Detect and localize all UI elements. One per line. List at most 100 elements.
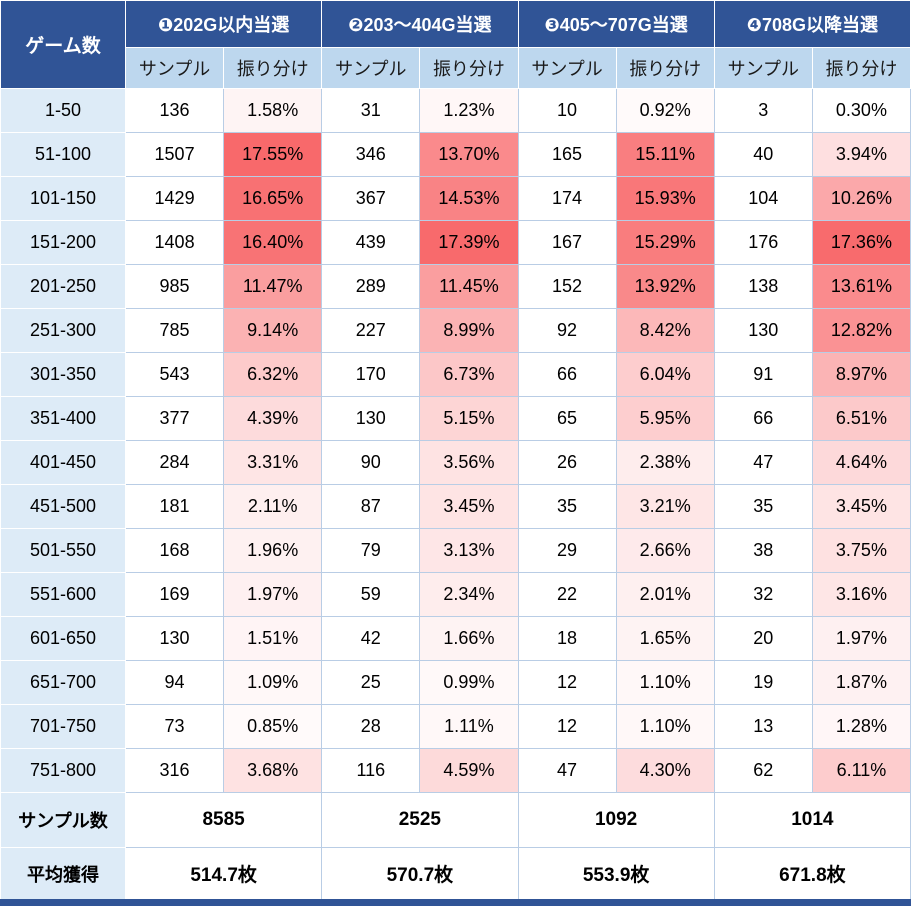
table-row: 251-300 785 9.14% 227 8.99% 92 8.42% 130 12.82%	[0, 308, 911, 353]
dist-cell: 8.99%	[419, 308, 519, 353]
sample-cell: 1507	[124, 132, 225, 177]
row-label: 351-400	[0, 396, 126, 441]
footer-row: 平均獲得 514.7枚 570.7枚 553.9枚 671.8枚	[0, 847, 911, 903]
sample-cell: 116	[321, 748, 421, 793]
dist-cell: 2.11%	[223, 484, 323, 529]
sample-cell: 40	[713, 132, 813, 177]
dist-cell: 1.65%	[615, 616, 715, 661]
sample-cell: 35	[713, 484, 813, 529]
table-row: 451-500 181 2.11% 87 3.45% 35 3.21% 35 3.45%	[0, 484, 911, 529]
sample-cell: 168	[124, 528, 225, 573]
row-label: 551-600	[0, 572, 126, 617]
table-row: 701-750 73 0.85% 28 1.11% 12 1.10% 13 1.28%	[0, 704, 911, 749]
dist-cell: 16.65%	[223, 176, 323, 221]
sample-cell: 227	[321, 308, 421, 353]
dist-cell: 1.11%	[419, 704, 519, 749]
table-row: 751-800 316 3.68% 116 4.59% 47 4.30% 62 6.11%	[0, 748, 911, 793]
sample-cell: 377	[124, 396, 225, 441]
sample-cell: 26	[517, 440, 617, 485]
table-row: 551-600 169 1.97% 59 2.34% 22 2.01% 32 3.16%	[0, 572, 911, 617]
dist-cell: 1.66%	[419, 616, 519, 661]
sample-cell: 25	[321, 660, 421, 705]
dist-cell: 2.01%	[615, 572, 715, 617]
sample-cell: 62	[713, 748, 813, 793]
sample-cell: 130	[713, 308, 813, 353]
footer-value: 671.8枚	[713, 847, 911, 903]
sample-cell: 19	[713, 660, 813, 705]
dist-cell: 0.92%	[615, 88, 715, 133]
sample-cell: 28	[321, 704, 421, 749]
footer-value: 553.9枚	[517, 847, 715, 903]
sample-cell: 10	[517, 88, 617, 133]
dist-cell: 17.39%	[419, 220, 519, 265]
dist-cell: 3.75%	[811, 528, 911, 573]
footer-value: 570.7枚	[321, 847, 519, 903]
footer-label: サンプル数	[0, 792, 126, 848]
dist-header: 振り分け	[615, 47, 715, 89]
sample-cell: 138	[713, 264, 813, 309]
group-header-4: ❹708G以降当選	[713, 0, 911, 48]
dist-cell: 2.66%	[615, 528, 715, 573]
sample-cell: 12	[517, 660, 617, 705]
sample-cell: 79	[321, 528, 421, 573]
dist-cell: 8.97%	[811, 352, 911, 397]
sample-cell: 439	[321, 220, 421, 265]
dist-cell: 4.64%	[811, 440, 911, 485]
footer-value: 8585	[124, 792, 323, 848]
sample-cell: 38	[713, 528, 813, 573]
row-label: 301-350	[0, 352, 126, 397]
table-body: 1-50 136 1.58% 31 1.23% 10 0.92% 3 0.30% 51-100 15…	[0, 88, 911, 793]
dist-cell: 1.97%	[811, 616, 911, 661]
dist-cell: 14.53%	[419, 176, 519, 221]
dist-cell: 17.36%	[811, 220, 911, 265]
dist-cell: 3.13%	[419, 528, 519, 573]
sample-cell: 785	[124, 308, 225, 353]
sample-cell: 65	[517, 396, 617, 441]
sample-cell: 284	[124, 440, 225, 485]
table-row: 601-650 130 1.51% 42 1.66% 18 1.65% 20 1.97%	[0, 616, 911, 661]
sample-cell: 289	[321, 264, 421, 309]
dist-header: 振り分け	[811, 47, 911, 89]
dist-cell: 1.51%	[223, 616, 323, 661]
table-row: 101-150 1429 16.65% 367 14.53% 174 15.93% 104 10…	[0, 176, 911, 221]
row-label: 501-550	[0, 528, 126, 573]
dist-cell: 16.40%	[223, 220, 323, 265]
sample-cell: 22	[517, 572, 617, 617]
sample-cell: 130	[124, 616, 225, 661]
dist-cell: 15.93%	[615, 176, 715, 221]
sample-header: サンプル	[713, 47, 813, 89]
sample-cell: 165	[517, 132, 617, 177]
row-label: 101-150	[0, 176, 126, 221]
row-label: 201-250	[0, 264, 126, 309]
sample-cell: 18	[517, 616, 617, 661]
dist-cell: 4.30%	[615, 748, 715, 793]
dist-cell: 0.99%	[419, 660, 519, 705]
row-label: 601-650	[0, 616, 126, 661]
footer-row: サンプル数 8585 2525 1092 1014	[0, 792, 911, 848]
corner-header: ゲーム数	[0, 0, 126, 89]
dist-cell: 3.94%	[811, 132, 911, 177]
dist-cell: 3.56%	[419, 440, 519, 485]
dist-cell: 11.47%	[223, 264, 323, 309]
sample-cell: 169	[124, 572, 225, 617]
dist-cell: 3.16%	[811, 572, 911, 617]
sample-cell: 31	[321, 88, 421, 133]
sample-cell: 316	[124, 748, 225, 793]
dist-cell: 6.73%	[419, 352, 519, 397]
dist-cell: 15.29%	[615, 220, 715, 265]
sample-cell: 104	[713, 176, 813, 221]
table-head: ゲーム数 ❶202G以内当選 ❷203〜404G当選 ❸405〜707G当選 ❹708G…	[0, 0, 911, 89]
sample-cell: 985	[124, 264, 225, 309]
sample-cell: 136	[124, 88, 225, 133]
sample-cell: 170	[321, 352, 421, 397]
dist-cell: 13.92%	[615, 264, 715, 309]
dist-cell: 17.55%	[223, 132, 323, 177]
sample-cell: 42	[321, 616, 421, 661]
sample-cell: 20	[713, 616, 813, 661]
dist-cell: 9.14%	[223, 308, 323, 353]
sample-header: サンプル	[124, 47, 225, 89]
sample-cell: 47	[517, 748, 617, 793]
dist-cell: 0.30%	[811, 88, 911, 133]
dist-cell: 6.11%	[811, 748, 911, 793]
